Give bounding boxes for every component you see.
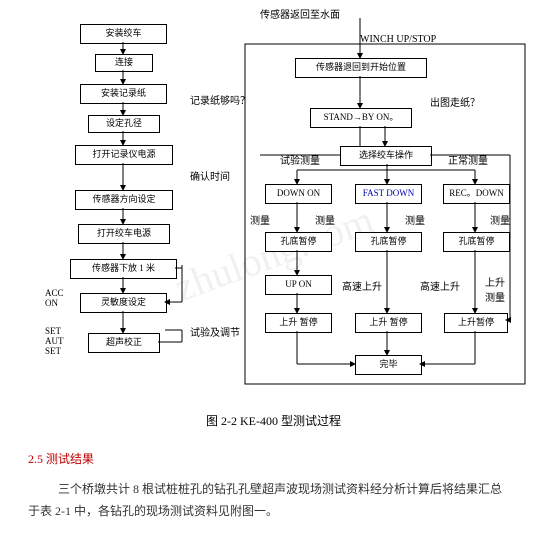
figure-caption: 图 2-2 KE-400 型测试过程: [0, 412, 547, 429]
box-up-on: UP ON: [265, 275, 332, 295]
label-testmeasure: 试验测量: [280, 152, 320, 167]
box-up3: 上升暂停: [444, 313, 508, 333]
box-up2: 上升 暂停: [355, 313, 422, 333]
box-install-winch: 安装绞车: [80, 24, 167, 44]
label-m4: 测量: [490, 212, 510, 227]
box-hp1: 孔底暂停: [265, 232, 332, 252]
label-testadjust: 试验及调节: [190, 324, 240, 339]
label-sensor-return: 传感器返回至水面: [260, 6, 340, 21]
box-return-start: 传感器退回到开始位置: [295, 58, 427, 78]
box-fast-down: FAST DOWN: [355, 184, 422, 204]
box-diameter: 设定孔径: [88, 115, 160, 133]
label-m2: 测量: [315, 212, 335, 227]
section-title: 2.5 测试结果: [28, 450, 94, 467]
label-acc: ACC ON: [45, 288, 64, 308]
label-time: 确认时间: [190, 168, 230, 183]
box-up1: 上升 暂停: [265, 313, 332, 333]
para1: 三个桥墩共计 8 根试桩桩孔的钻孔孔壁超声波现场测试资料经分析计算后将结果汇总: [58, 480, 502, 499]
label-fastup2: 高速上升: [420, 278, 460, 293]
box-hp3: 孔底暂停: [443, 232, 510, 252]
box-calibrate: 超声校正: [88, 333, 160, 353]
label-paper: 记录纸够吗？: [190, 92, 250, 107]
label-outpaper: 出图走纸？: [430, 94, 480, 109]
box-hp2: 孔底暂停: [355, 232, 422, 252]
box-standby: STAND→BY ON。: [310, 108, 412, 128]
box-sensor-dir: 传感器方向设定: [75, 190, 173, 210]
label-upmeasure: 上升 测量: [485, 274, 505, 304]
label-m3: 测量: [405, 212, 425, 227]
label-winch: WINCH UP/STOP: [360, 34, 436, 45]
box-select-winch: 选择绞车操作: [340, 146, 432, 166]
box-lower1m: 传感器下放 1 米: [70, 259, 177, 279]
box-down-on: DOWN ON: [265, 184, 332, 204]
para2: 于表 2-1 中，各钻孔的现场测试资料见附图一。: [28, 502, 278, 521]
box-recorder-power: 打开记录仪电源: [75, 145, 173, 165]
box-rec-down: REC。DOWN: [443, 184, 510, 204]
label-normalmeasure: 正常测量: [448, 152, 488, 167]
box-winch-power: 打开绞车电源: [78, 224, 170, 244]
box-sensitivity: 灵敏度设定: [80, 293, 167, 313]
label-fastup1: 高速上升: [342, 278, 382, 293]
label-m1: 测量: [250, 212, 270, 227]
box-connect: 连接: [95, 54, 153, 72]
box-done: 完毕: [355, 355, 422, 375]
label-set: SET AUT SET: [45, 326, 64, 356]
box-paper: 安装记录纸: [80, 84, 167, 104]
